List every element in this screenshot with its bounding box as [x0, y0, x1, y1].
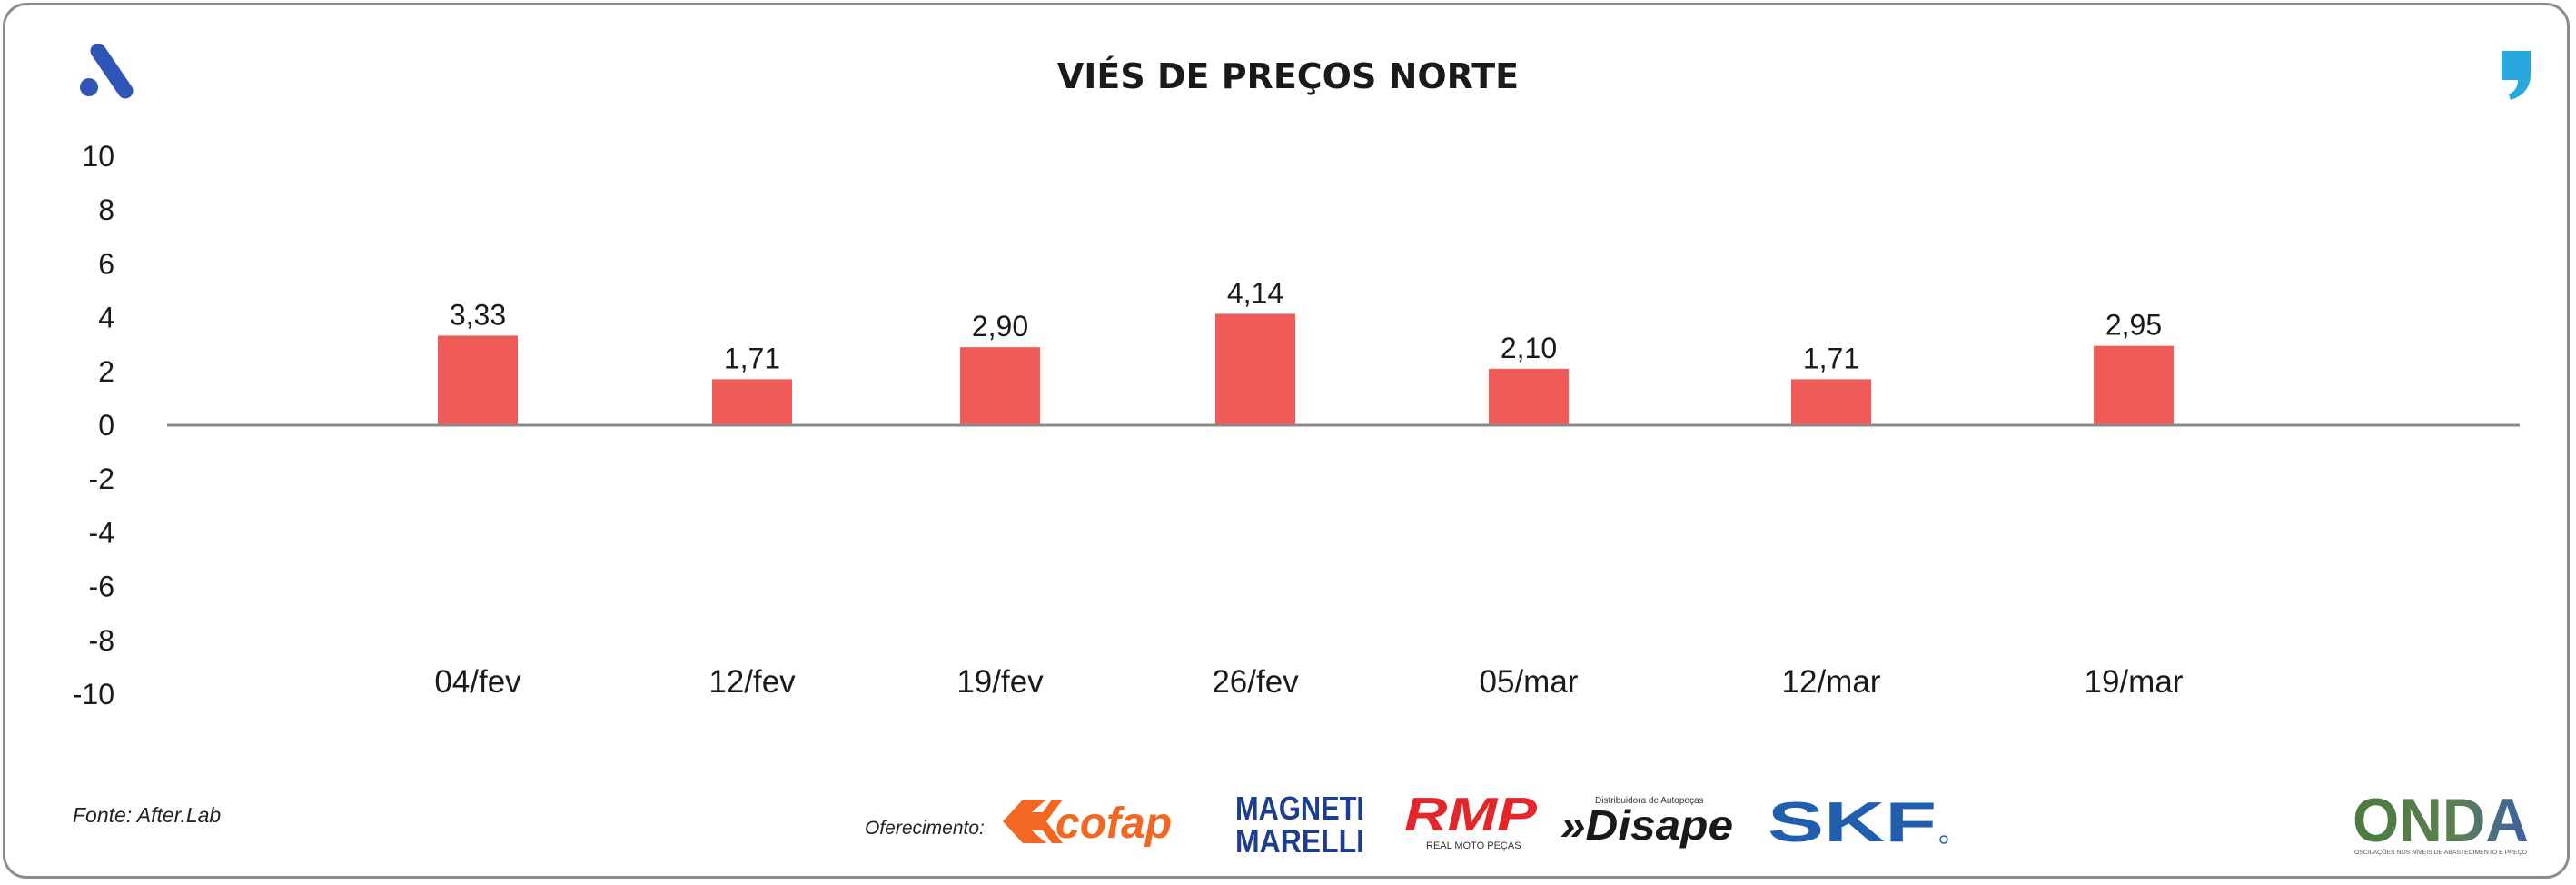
rmp-logo-subtext: REAL MOTO PEÇAS [1426, 840, 1521, 851]
disape-logo-subtext: Distribuidora de Autopeças [1595, 796, 1704, 806]
onda-logo-subtext: OSCILAÇÕES NOS NÍVEIS DE ABASTECIMENTO E… [2354, 848, 2527, 856]
skf-logo: SKF [1768, 791, 1948, 854]
data-label: 3,33 [450, 298, 506, 331]
bar [1791, 379, 1871, 425]
x-tick-label: 26/fev [1212, 664, 1299, 700]
magneti-logo-text: MAGNETI [1235, 790, 1364, 827]
bar [712, 379, 792, 425]
magneti-marelli-logo: MAGNETI MARELLI [1235, 790, 1364, 858]
x-tick-label: 19/mar [2085, 664, 2184, 700]
cofap-logo-text: cofap [1055, 800, 1172, 848]
y-tick-label: 4 [98, 302, 114, 334]
bar [1215, 313, 1295, 425]
marelli-logo-text: MARELLI [1235, 822, 1364, 858]
chart-title: VIÉS DE PREÇOS NORTE [1056, 56, 1520, 96]
y-tick-label: 6 [98, 247, 114, 280]
bar [2094, 345, 2174, 425]
y-tick-label: 10 [82, 140, 114, 173]
onda-logo-text: ONDA [2353, 787, 2529, 855]
disape-logo-text: »Disape [1560, 801, 1733, 849]
y-tick-label: -2 [89, 462, 114, 495]
disape-logo: Distribuidora de Autopeças »Disape [1560, 796, 1733, 849]
data-label: 1,71 [724, 342, 780, 374]
data-label: 2,95 [2105, 309, 2162, 342]
onda-logo: ONDA OSCILAÇÕES NOS NÍVEIS DE ABASTECIME… [2353, 787, 2529, 856]
chart-frame [3, 3, 2570, 879]
sponsor-label: Oferecimento: [865, 818, 985, 839]
y-tick-label: 8 [98, 194, 114, 226]
y-tick-label: -6 [89, 571, 114, 603]
bar [960, 347, 1040, 425]
cofap-logo: cofap [1003, 800, 1172, 848]
data-label: 4,14 [1227, 276, 1283, 309]
y-tick-label: -10 [73, 678, 114, 711]
data-label: 1,71 [1803, 342, 1859, 374]
quote-mark-icon [2502, 51, 2531, 100]
sponsor-logos: cofap MAGNETI MARELLI RMP REAL MOTO PEÇA… [1003, 789, 1948, 858]
y-tick-label: -8 [89, 624, 114, 657]
data-label: 2,90 [972, 310, 1028, 343]
y-tick-label: 2 [98, 355, 114, 388]
y-tick-label: -4 [89, 516, 114, 549]
x-tick-label: 12/mar [1782, 664, 1881, 700]
x-tick-label: 12/fev [708, 664, 796, 700]
brand-logo-icon [80, 44, 134, 99]
x-tick-label: 05/mar [1480, 664, 1579, 700]
rmp-logo-text: RMP [1404, 789, 1537, 841]
x-tick-label: 19/fev [956, 664, 1044, 700]
y-tick-label: 0 [98, 409, 114, 442]
data-label: 2,10 [1501, 332, 1557, 364]
rmp-logo: RMP REAL MOTO PEÇAS [1404, 789, 1537, 851]
x-tick-label: 04/fev [434, 664, 521, 700]
source-note: Fonte: After.Lab [73, 803, 222, 827]
skf-logo-text: SKF [1768, 791, 1937, 854]
bar [1489, 368, 1569, 425]
bar [438, 335, 518, 425]
